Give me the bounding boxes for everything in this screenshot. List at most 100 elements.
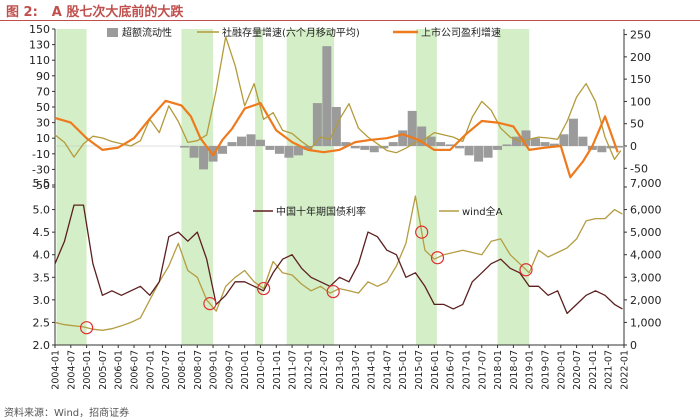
x-tick-label: 2021-01: [588, 350, 599, 390]
bottom-right-tick-label: 7,000: [630, 177, 662, 190]
bottom-left-tick-label: 2.0: [33, 339, 51, 352]
market-bottom-circle: [430, 251, 445, 265]
top-left-tick-label: 110: [29, 54, 50, 67]
x-tick-label: 2015-01: [398, 350, 409, 390]
excess-liquidity-bar: [180, 146, 190, 148]
x-tick-label: 2004-01: [51, 350, 62, 390]
excess-liquidity-bar: [303, 146, 313, 150]
excess-liquidity-bar: [464, 146, 474, 156]
top-right-tick-label: 0: [630, 140, 637, 153]
top-right-tick-label: 100: [630, 95, 651, 108]
x-tick-label: 2019-07: [540, 350, 551, 390]
excess-liquidity-bar: [255, 139, 265, 146]
top-left-tick-label: -10: [32, 148, 50, 161]
x-tick-label: 2016-07: [446, 350, 457, 390]
bottom-right-tick-label: 2,000: [630, 294, 662, 307]
x-tick-label: 2006-01: [114, 350, 125, 390]
top-right-tick-label: 200: [630, 51, 651, 64]
excess-liquidity-bar: [293, 146, 303, 156]
top-left-tick-label: 10: [36, 132, 50, 145]
excess-liquidity-bar: [360, 146, 370, 150]
excess-liquidity-bar: [407, 110, 417, 146]
x-tick-label: 2016-01: [430, 350, 441, 390]
excess-liquidity-bar: [379, 146, 389, 149]
excess-liquidity-bar: [227, 142, 237, 146]
bottom-legend: 中国十年期国债利率 wind全A: [253, 205, 503, 218]
figure-title: 图 2: A 股七次大底前的大跌: [6, 0, 183, 20]
top-left-tick-label: 50: [36, 101, 50, 114]
bottom-right-tick-label: 4,000: [630, 249, 662, 262]
bottom-left-tick-label: 4.5: [33, 226, 51, 239]
excess-liquidity-bar: [218, 146, 228, 154]
excess-liquidity-bar: [436, 142, 446, 146]
excess-liquidity-bar: [265, 146, 275, 150]
shaded-period: [181, 29, 214, 345]
x-tick-label: 2007-07: [161, 350, 172, 390]
excess-liquidity-bar: [578, 136, 588, 146]
excess-liquidity-bar: [530, 138, 540, 146]
bottom-right-tick-label: 3,000: [630, 271, 662, 284]
x-tick-label: 2019-01: [525, 350, 536, 390]
shaded-period: [497, 29, 530, 345]
x-tick-label: 2007-01: [145, 350, 156, 390]
bottom-right-tick-label: 1,000: [630, 316, 662, 329]
x-tick-label: 2020-01: [556, 350, 567, 390]
excess-liquidity-bar: [483, 146, 493, 158]
top-left-tick-label: -30: [32, 163, 50, 176]
x-tick-label: 2006-07: [130, 350, 141, 390]
bottom-right-tick-label: 6,000: [630, 204, 662, 217]
x-tick-label: 2011-07: [288, 350, 299, 390]
excess-liquidity-bar: [199, 146, 209, 170]
legend-label-social-financing: 社融存量增速(六个月移动平均): [222, 26, 360, 39]
top-right-tick-label: 250: [630, 29, 651, 42]
excess-liquidity-bar: [445, 144, 455, 146]
bottom-right-tick-label: 5,000: [630, 226, 662, 239]
bottom-left-tick-label: 4.0: [33, 249, 51, 262]
shaded-period: [415, 29, 437, 345]
wind-a-line: [54, 195, 623, 331]
x-tick-label: 2018-07: [509, 350, 520, 390]
title-rule: [0, 20, 700, 21]
x-tick-label: 2009-07: [224, 350, 235, 390]
legend-label-profit-growth: 上市公司盈利增速: [421, 26, 501, 39]
figure-label: 图 2:: [6, 4, 38, 20]
shaded-period: [56, 29, 87, 345]
excess-liquidity-bar: [597, 146, 607, 153]
x-tick-label: 2013-01: [335, 350, 346, 390]
legend-label-excess-liquidity: 超额流动性: [122, 26, 172, 39]
legend-label-bond-yield: 中国十年期国债利率: [276, 205, 366, 218]
source-note: 资料来源：Wind，招商证券: [4, 408, 130, 419]
excess-liquidity-bar: [474, 146, 484, 162]
x-tick-label: 2004-07: [66, 350, 77, 390]
shaded-periods: [56, 29, 530, 345]
market-bottom-circle: [257, 281, 271, 296]
bond-yield-line: [54, 204, 623, 315]
bottom-left-tick-label: 5.5: [33, 177, 51, 190]
x-tick-label: 2008-07: [193, 350, 204, 390]
x-tick-label: 2010-07: [256, 350, 267, 390]
legend-label-wind-a: wind全A: [462, 205, 503, 218]
bottom-right-tick-label: 0: [630, 339, 637, 352]
excess-liquidity-bar: [426, 136, 436, 146]
excess-liquidity-bar: [521, 130, 531, 146]
top-legend: 超额流动性 社融存量增速(六个月移动平均) 上市公司盈利增速: [107, 26, 501, 39]
top-left-tick-label: 70: [36, 85, 50, 98]
excess-liquidity-bar: [606, 146, 616, 149]
excess-liquidity-bar: [284, 146, 294, 158]
top-left-tick-label: 30: [36, 117, 50, 130]
market-bottom-circle: [326, 284, 340, 299]
excess-liquidity-bar: [341, 142, 351, 146]
x-tick-label: 2014-01: [367, 350, 378, 390]
excess-liquidity-bar: [540, 142, 550, 146]
excess-liquidity-bar: [417, 126, 427, 146]
top-right-tick-label: -50: [630, 162, 648, 175]
x-tick-label: 2012-01: [303, 350, 314, 390]
x-tick-label: 2017-01: [461, 350, 472, 390]
x-tick-label: 2015-07: [414, 350, 425, 390]
market-bottom-circle: [203, 297, 217, 311]
x-tick-label: 2021-07: [604, 350, 615, 390]
excess-liquidity-bar: [369, 146, 379, 153]
market-bottom-markers: [80, 225, 533, 335]
excess-liquidity-bar: [189, 146, 199, 158]
